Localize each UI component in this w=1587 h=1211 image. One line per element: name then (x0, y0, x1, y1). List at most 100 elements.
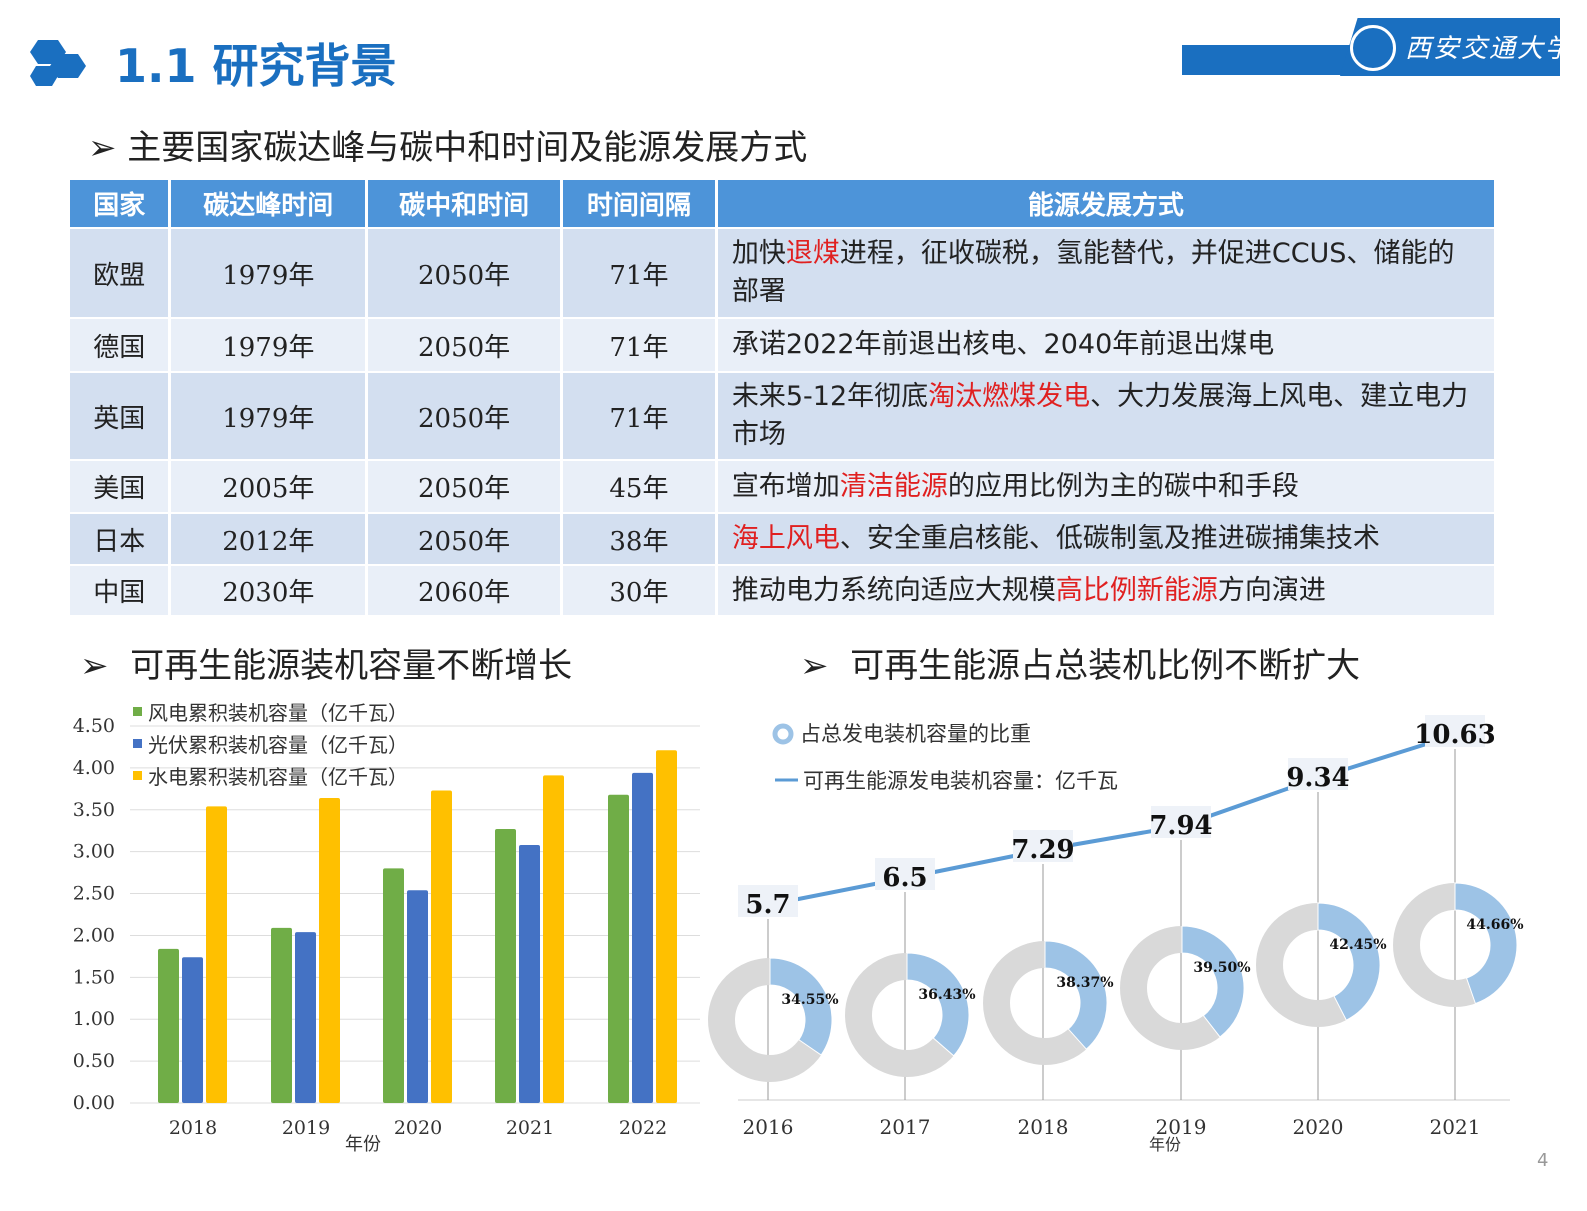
cell-country: 中国 (70, 564, 172, 615)
y-tick-label: 0.00 (73, 1092, 115, 1114)
share-data-label: 39.50% (1193, 960, 1250, 976)
cell-energy: 海上风电、安全重启核能、低碳制氢及推进碳捕集技术 (716, 512, 1498, 565)
text-segment: 宣布增加 (731, 470, 840, 502)
bar-hydro (656, 750, 677, 1103)
legend-label: 光伏累积装机容量（亿千瓦） (148, 733, 408, 757)
bar-solar (632, 772, 653, 1103)
bar-wind (158, 948, 179, 1103)
cell-gap: 38年 (561, 512, 718, 565)
data-label-bg (738, 885, 798, 917)
cell-energy: 推动电力系统向适应大规模高比例新能源方向演进 (716, 564, 1498, 615)
table-row: 英国 1979年 2050年 71年 未来5-12年彻底淘汰燃煤发电、大力发展海上风电、… (70, 371, 1498, 460)
table-row: 美国 2005年 2050年 45年 宣布增加清洁能源的应用比例为主的碳中和手段 (70, 459, 1498, 513)
bar-solar (182, 957, 203, 1103)
table-heading-text: 主要国家碳达峰与碳中和时间及能源发展方式 (127, 128, 808, 168)
column-header: 时间间隔 (561, 180, 718, 228)
y-tick-label: 4.50 (73, 715, 115, 737)
column-header: 能源发展方式 (716, 180, 1498, 228)
highlighted-text: 退煤 (785, 238, 840, 269)
bar-hydro (431, 790, 452, 1103)
table-row: 欧盟 1979年 2050年 71年 加快退煤进程，征收碳税，氢能替代，并促进CCUS、… (70, 227, 1498, 318)
cell-neutral: 2050年 (366, 227, 564, 318)
text-segment: 、安全重启核能、低碳制氢及推进碳捕集技术 (839, 523, 1380, 554)
cell-peak: 1979年 (169, 371, 369, 460)
legend-label: 占总发电装机容量的比重 (800, 722, 1031, 746)
legend-label: 水电累积装机容量（亿千瓦） (148, 765, 408, 789)
data-label-bg (1288, 758, 1348, 790)
share-data-label: 38.37% (1056, 975, 1113, 991)
share-data-label: 34.55% (781, 992, 838, 1008)
legend-label: 可再生能源发电装机容量：亿千瓦 (803, 769, 1118, 793)
data-label-bg (875, 858, 935, 890)
bar-hydro (319, 798, 340, 1103)
cell-neutral: 2060年 (366, 564, 564, 615)
x-tick-label: 2019 (282, 1117, 330, 1139)
cell-peak: 2012年 (169, 512, 369, 565)
legend-donut-icon (772, 723, 794, 745)
share-data-label: 42.45% (1329, 937, 1386, 953)
column-header: 碳达峰时间 (169, 180, 369, 228)
bar-wind (608, 794, 629, 1103)
y-tick-label: 2.00 (73, 924, 115, 946)
capacity-data-label: 9.34 (1286, 763, 1349, 793)
university-seal-icon (1350, 25, 1396, 71)
capacity-data-label: 10.63 (1414, 720, 1495, 750)
table-row: 中国 2030年 2060年 30年 推动电力系统向适应大规模高比例新能源方向演进 (70, 564, 1498, 615)
cell-country: 美国 (70, 459, 172, 513)
carbon-table: 国家 碳达峰时间 碳中和时间 时间间隔 能源发展方式 欧盟 1979年 2050年 71年 加快… (70, 180, 1498, 615)
x-tick-label: 2020 (1293, 1115, 1344, 1139)
text-segment: 的应用比例为主的碳中和手段 (947, 470, 1299, 502)
bar-solar (519, 844, 540, 1103)
legend-label: 风电累积装机容量（亿千瓦） (148, 701, 408, 725)
right-chart-heading: ➢ 可再生能源占总装机比例不断扩大 (800, 646, 1361, 686)
bar-solar (295, 932, 316, 1103)
page-number: 4 (1537, 1150, 1549, 1171)
left-chart-heading-text: 可再生能源装机容量不断增长 (130, 646, 573, 686)
capacity-data-label: 5.7 (745, 890, 790, 920)
legend-swatch (133, 739, 142, 748)
cell-gap: 71年 (561, 371, 718, 460)
x-tick-label: 2016 (743, 1115, 794, 1139)
data-label-bg (1013, 830, 1073, 862)
cell-gap: 45年 (561, 459, 718, 513)
bar-solar (407, 890, 428, 1103)
legend-swatch (133, 771, 142, 780)
table-header-row: 国家 碳达峰时间 碳中和时间 时间间隔 能源发展方式 (70, 180, 1498, 228)
capacity-data-label: 7.29 (1011, 835, 1074, 865)
cell-peak: 1979年 (169, 227, 369, 318)
text-segment: 方向演进 (1217, 574, 1326, 606)
donut-share (906, 952, 970, 1057)
donut-share (1317, 902, 1381, 1021)
share-data-label: 44.66% (1466, 917, 1523, 933)
table-row: 日本 2012年 2050年 38年 海上风电、安全重启核能、低碳制氢及推进碳捕集技术 (70, 512, 1498, 565)
right-chart-heading-text: 可再生能源占总装机比例不断扩大 (850, 646, 1361, 686)
highlighted-text: 清洁能源 (839, 470, 948, 502)
y-tick-label: 4.00 (73, 757, 115, 779)
data-label-bg (1151, 806, 1211, 838)
x-axis-label: 年份 (345, 1134, 381, 1155)
capacity-line (767, 733, 1456, 907)
x-axis-label: 年份 (1149, 1135, 1181, 1154)
cell-gap: 71年 (561, 227, 718, 318)
cell-energy: 未来5-12年彻底淘汰燃煤发电、大力发展海上风电、建立电力市场 (716, 371, 1498, 460)
legend-swatch (133, 707, 142, 716)
cell-peak: 2005年 (169, 459, 369, 513)
data-label-bg (1425, 715, 1485, 747)
cell-energy: 宣布增加清洁能源的应用比例为主的碳中和手段 (716, 459, 1498, 513)
x-tick-label: 2017 (880, 1115, 931, 1139)
donut-share (1044, 940, 1108, 1050)
y-tick-label: 3.50 (73, 799, 115, 821)
cell-country: 欧盟 (70, 227, 172, 318)
cell-neutral: 2050年 (366, 317, 564, 372)
column-header: 碳中和时间 (366, 180, 564, 228)
y-tick-label: 0.50 (73, 1050, 115, 1072)
y-tick-label: 1.50 (73, 966, 115, 988)
column-header: 国家 (70, 180, 172, 228)
text-segment: 、大力发展海上风电、建立电力市场 (731, 381, 1469, 450)
x-tick-label: 2022 (619, 1117, 667, 1139)
cell-neutral: 2050年 (366, 371, 564, 460)
share-data-label: 36.43% (918, 987, 975, 1003)
cell-country: 日本 (70, 512, 172, 565)
text-segment: 加快 (731, 238, 786, 269)
title-hexagon-icon (30, 40, 86, 86)
